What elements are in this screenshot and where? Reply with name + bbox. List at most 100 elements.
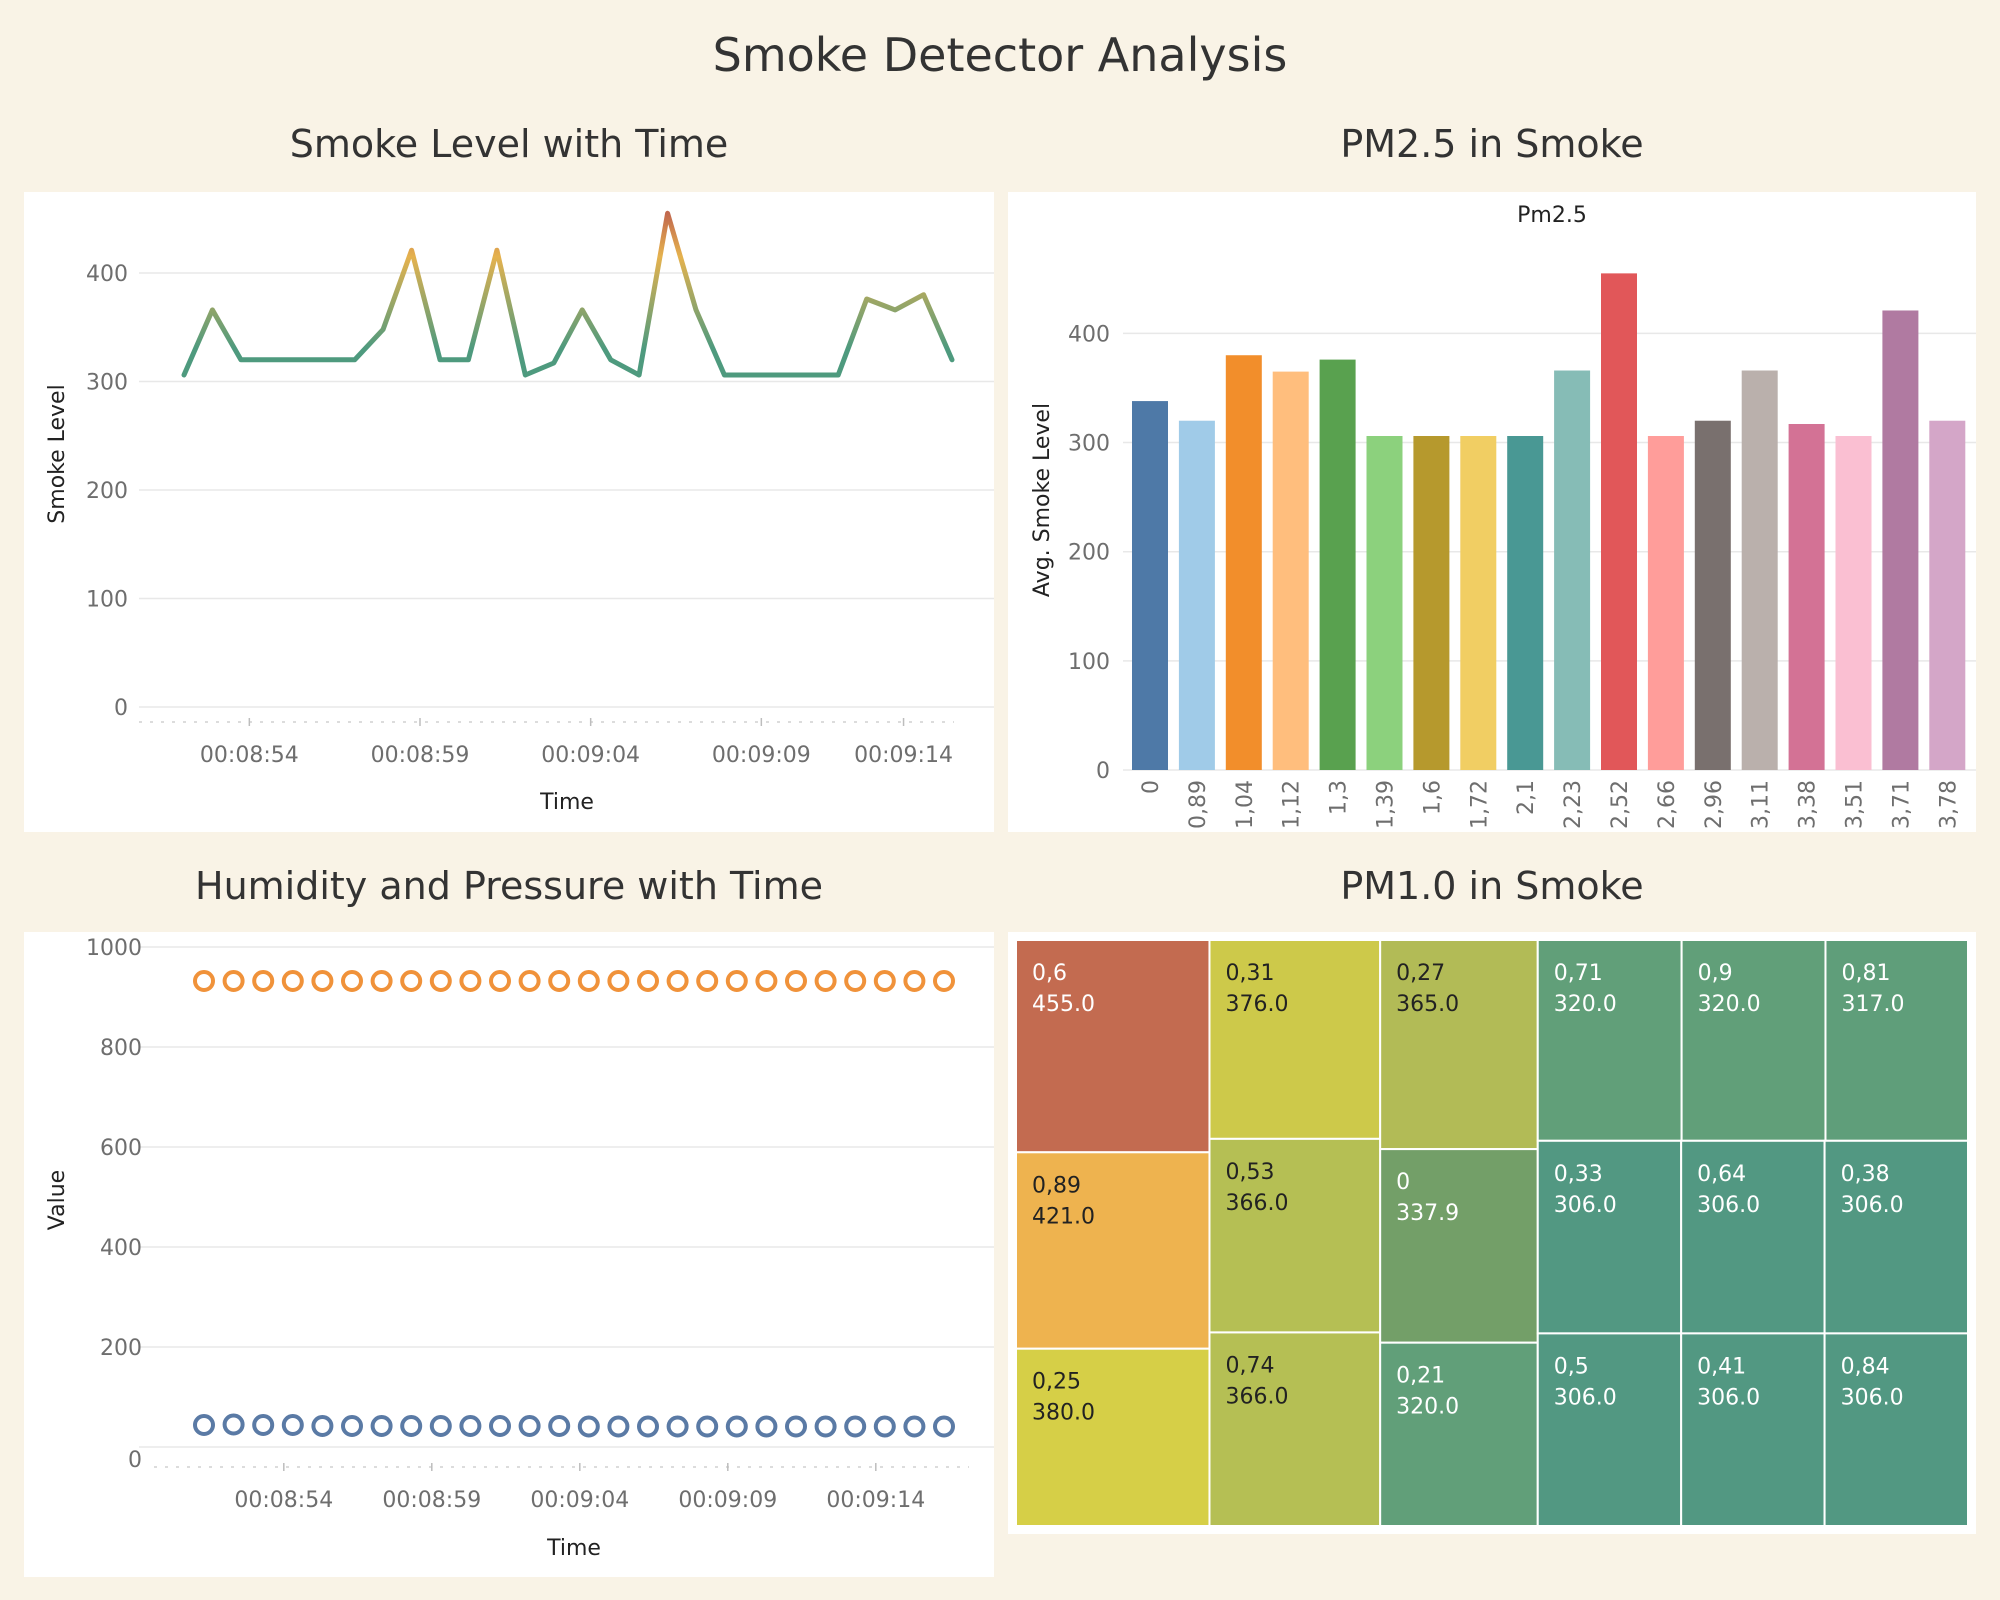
humidity-point[interactable] bbox=[459, 970, 482, 992]
humidity-point[interactable] bbox=[548, 970, 571, 992]
humidity-point[interactable] bbox=[785, 1415, 807, 1438]
treemap-cell-label: 0 bbox=[1396, 1170, 1410, 1195]
treemap-cell[interactable]: 0,74 366.0 bbox=[1208, 1331, 1382, 1527]
treemap-cell[interactable]: 0,38 306.0 bbox=[1823, 1139, 1969, 1335]
treemap-cell[interactable]: 0,31 376.0 bbox=[1208, 939, 1382, 1140]
treemap-cell[interactable]: 0,33 306.0 bbox=[1536, 1139, 1683, 1335]
humidity-point[interactable] bbox=[725, 1415, 748, 1438]
pm25-bar[interactable] bbox=[1319, 359, 1356, 770]
humidity-point[interactable] bbox=[548, 1415, 571, 1437]
humidity-point[interactable] bbox=[903, 1415, 926, 1438]
pm25-bar[interactable] bbox=[1694, 420, 1731, 770]
humidity-point[interactable] bbox=[577, 970, 600, 992]
pm25-bar[interactable] bbox=[1647, 436, 1684, 770]
pm25-bar[interactable] bbox=[1835, 436, 1872, 770]
humidity-point[interactable] bbox=[281, 1414, 304, 1436]
humidity-point[interactable] bbox=[518, 1415, 541, 1437]
treemap-cell[interactable]: 0,9 320.0 bbox=[1680, 939, 1827, 1142]
humidity-point[interactable] bbox=[814, 1415, 837, 1438]
humidity-point[interactable] bbox=[755, 970, 778, 992]
treemap-cell-value: 306.0 bbox=[1841, 1193, 1904, 1218]
humidity-point[interactable] bbox=[518, 970, 541, 992]
pm25-bar[interactable] bbox=[1132, 401, 1168, 770]
humidity-point[interactable] bbox=[785, 970, 807, 992]
pm25-bar[interactable] bbox=[1507, 436, 1544, 770]
treemap-cell[interactable]: 0,71 320.0 bbox=[1536, 939, 1683, 1142]
treemap-cell-rect bbox=[1823, 1139, 1969, 1335]
pm25-bar[interactable] bbox=[1272, 371, 1309, 770]
treemap-cell[interactable]: 0,6 455.0 bbox=[1015, 939, 1211, 1154]
humidity-point[interactable] bbox=[755, 1415, 778, 1438]
humidity-point[interactable] bbox=[577, 1415, 600, 1438]
humidity-point[interactable] bbox=[637, 1415, 659, 1438]
humidity-point[interactable] bbox=[637, 970, 659, 992]
humidity-point[interactable] bbox=[873, 1415, 896, 1438]
treemap-cell[interactable]: 0 337.9 bbox=[1379, 1148, 1539, 1344]
humidity-point[interactable] bbox=[311, 970, 334, 992]
pm25-bar[interactable] bbox=[1460, 436, 1497, 770]
humidity-point[interactable] bbox=[844, 970, 867, 992]
humidity-point[interactable] bbox=[281, 970, 304, 992]
pm25-bar[interactable] bbox=[1413, 436, 1450, 770]
pm25-y-tick-label: 300 bbox=[1068, 432, 1110, 457]
treemap-cell[interactable]: 0,89 421.0 bbox=[1015, 1151, 1211, 1350]
humidity-point[interactable] bbox=[696, 1415, 719, 1438]
humidity-point[interactable] bbox=[252, 970, 275, 992]
humidity-point[interactable] bbox=[725, 970, 748, 992]
treemap-cell[interactable]: 0,53 366.0 bbox=[1208, 1137, 1382, 1334]
pm25-bar[interactable] bbox=[1882, 310, 1919, 770]
humidity-point[interactable] bbox=[873, 970, 896, 992]
humidity-point[interactable] bbox=[222, 1413, 245, 1436]
humidity-point[interactable] bbox=[666, 970, 689, 992]
humidity-point[interactable] bbox=[489, 1415, 511, 1437]
humidity-point[interactable] bbox=[400, 970, 423, 992]
smoke-line-chart: 0 100 200 300 400 00:08:54 00:08:59 00:09:04 00… bbox=[45, 210, 994, 815]
pm25-bar[interactable] bbox=[1178, 420, 1215, 770]
humidity-point[interactable] bbox=[193, 1414, 215, 1436]
humidity-point[interactable] bbox=[933, 970, 955, 992]
humidity-point[interactable] bbox=[311, 1415, 334, 1437]
smoke-y-tick-label: 200 bbox=[86, 479, 128, 504]
pm25-bar[interactable] bbox=[1601, 273, 1637, 770]
treemap-cell[interactable]: 0,81 317.0 bbox=[1824, 939, 1969, 1142]
pm25-bar[interactable] bbox=[1929, 420, 1966, 770]
pm25-bar[interactable] bbox=[1225, 355, 1262, 770]
pm25-bar[interactable] bbox=[1741, 370, 1778, 770]
treemap-cell[interactable]: 0,27 365.0 bbox=[1379, 939, 1539, 1151]
humidity-point[interactable] bbox=[696, 970, 719, 992]
humidity-point[interactable] bbox=[607, 970, 630, 992]
humidity-point[interactable] bbox=[607, 1415, 630, 1438]
humidity-point[interactable] bbox=[370, 970, 393, 992]
humidity-point[interactable] bbox=[844, 1415, 867, 1438]
treemap-cell[interactable]: 0,64 306.0 bbox=[1680, 1139, 1826, 1335]
treemap-cell-value: 365.0 bbox=[1396, 992, 1459, 1017]
humidity-point[interactable] bbox=[222, 970, 245, 992]
smoke-line-card: 0 100 200 300 400 00:08:54 00:08:59 00:09:04 00… bbox=[24, 192, 994, 832]
humidity-point[interactable] bbox=[459, 1415, 482, 1437]
humidity-point[interactable] bbox=[193, 970, 215, 992]
humidity-point[interactable] bbox=[489, 970, 511, 992]
treemap-cell[interactable]: 0,41 306.0 bbox=[1680, 1332, 1826, 1527]
treemap-cell[interactable]: 0,84 306.0 bbox=[1823, 1332, 1969, 1527]
treemap-cell-label: 0,27 bbox=[1396, 961, 1445, 986]
treemap-cell-value: 455.0 bbox=[1032, 992, 1095, 1017]
humidity-point[interactable] bbox=[814, 970, 837, 992]
humidity-point[interactable] bbox=[903, 970, 926, 992]
treemap-cell[interactable]: 0,5 306.0 bbox=[1536, 1332, 1683, 1527]
humidity-point[interactable] bbox=[429, 970, 452, 992]
humidity-point[interactable] bbox=[400, 1415, 423, 1437]
pm25-panel-title: PM2.5 in Smoke bbox=[1340, 122, 1644, 166]
humidity-point[interactable] bbox=[429, 1415, 452, 1437]
humidity-point[interactable] bbox=[933, 1415, 955, 1438]
humidity-point[interactable] bbox=[341, 1415, 363, 1437]
pm25-bar[interactable] bbox=[1788, 423, 1825, 770]
humidity-point[interactable] bbox=[252, 1414, 275, 1436]
pm25-x-tick-label: 1,39 bbox=[1374, 780, 1399, 829]
pm25-bar[interactable] bbox=[1366, 436, 1403, 770]
pm25-bar[interactable] bbox=[1554, 370, 1591, 770]
treemap-cell[interactable]: 0,25 380.0 bbox=[1015, 1347, 1211, 1527]
humidity-point[interactable] bbox=[341, 970, 363, 992]
humidity-point[interactable] bbox=[666, 1415, 689, 1438]
treemap-cell[interactable]: 0,21 320.0 bbox=[1379, 1341, 1539, 1527]
humidity-point[interactable] bbox=[370, 1415, 393, 1437]
